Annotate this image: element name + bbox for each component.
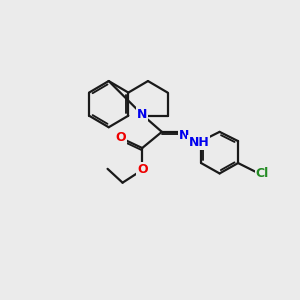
Text: O: O xyxy=(115,131,126,144)
Text: N: N xyxy=(137,108,147,121)
Text: NH: NH xyxy=(188,136,209,149)
Text: N: N xyxy=(178,129,189,142)
Text: Cl: Cl xyxy=(256,167,269,180)
Text: O: O xyxy=(137,164,148,176)
